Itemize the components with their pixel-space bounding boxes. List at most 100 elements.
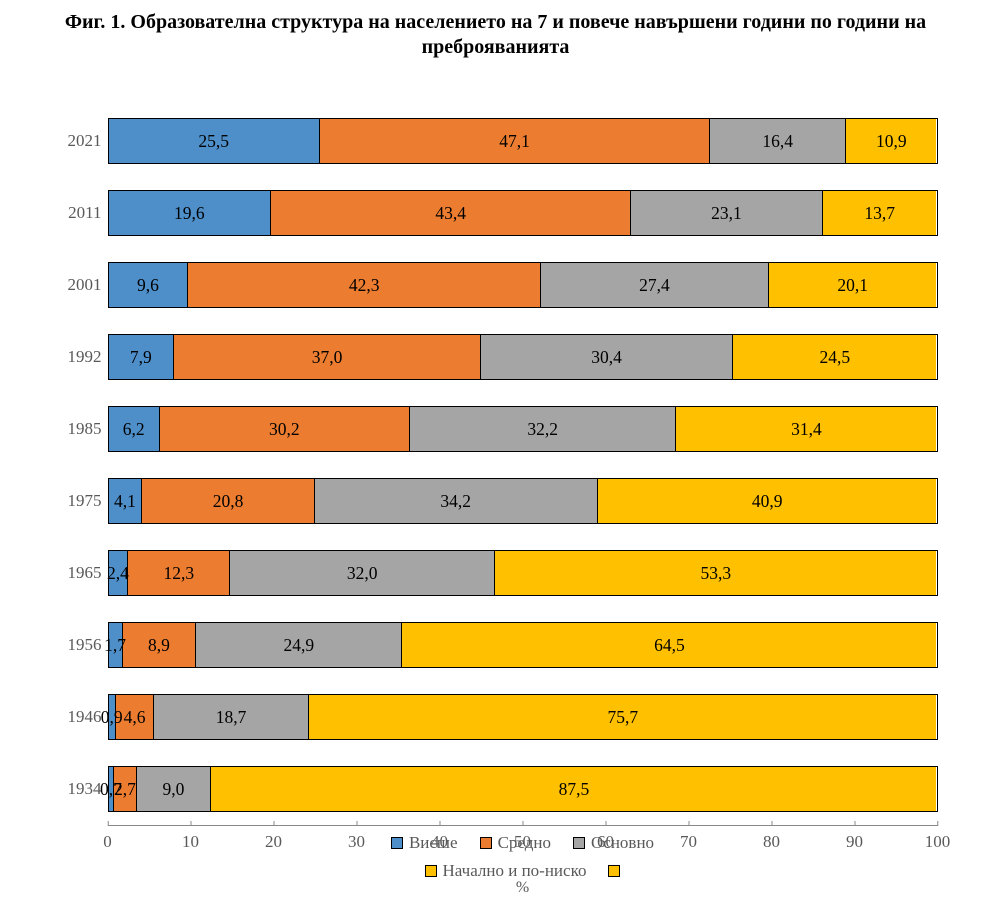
bar-segment-basic: 23,1 xyxy=(631,191,823,235)
bar-value-label: 8,9 xyxy=(148,635,170,656)
bar-segment-higher: 1,7 xyxy=(109,623,123,667)
stacked-bar: 19,6 43,4 23,1 13,7 xyxy=(108,190,938,236)
bar-value-label: 32,0 xyxy=(347,563,378,584)
bar-segment-second: 12,3 xyxy=(128,551,230,595)
bar-value-label: 24,5 xyxy=(820,347,851,368)
bar-value-label: 24,9 xyxy=(284,635,315,656)
bar-value-label: 31,4 xyxy=(791,419,822,440)
bar-row: 19927,937,030,424,5 xyxy=(108,321,938,393)
bar-value-label: 32,2 xyxy=(527,419,558,440)
bar-value-label: 19,6 xyxy=(174,203,205,224)
bar-segment-second: 8,9 xyxy=(123,623,197,667)
bar-segment-primary: 31,4 xyxy=(676,407,936,451)
bar-row: 20019,642,327,420,1 xyxy=(108,249,938,321)
bar-value-label: 10,9 xyxy=(876,131,907,152)
legend-label: Начално и по-ниско xyxy=(443,861,587,881)
stacked-bar: 9,6 42,3 27,4 20,1 xyxy=(108,262,938,308)
bar-segment-primary: 13,7 xyxy=(823,191,937,235)
bar-segment-higher: 0,9 xyxy=(109,695,116,739)
y-tick-label: 2021 xyxy=(52,131,102,151)
legend-swatch-icon xyxy=(608,865,620,877)
bar-segment-basic: 34,2 xyxy=(315,479,598,523)
bar-segment-higher: 4,1 xyxy=(109,479,143,523)
bar-segment-basic: 9,0 xyxy=(137,767,212,811)
y-tick-label: 1992 xyxy=(52,347,102,367)
bar-row: 19460,94,618,775,7 xyxy=(108,681,938,753)
bar-segment-second: 37,0 xyxy=(174,335,481,379)
bar-value-label: 9,6 xyxy=(137,275,159,296)
bar-value-label: 30,4 xyxy=(591,347,622,368)
bar-row: 19652,412,332,053,3 xyxy=(108,537,938,609)
x-axis-label: % xyxy=(108,879,938,897)
bar-segment-second: 43,4 xyxy=(271,191,631,235)
legend-label: Основно xyxy=(591,833,654,853)
bar-segment-basic: 24,9 xyxy=(196,623,402,667)
stacked-bar: 2,412,3 32,0 53,3 xyxy=(108,550,938,596)
stacked-bar: 0,72,79,087,5 xyxy=(108,766,938,812)
bar-value-label: 1,7 xyxy=(104,635,126,656)
bar-segment-primary: 10,9 xyxy=(846,119,936,163)
bar-segment-primary: 64,5 xyxy=(402,623,936,667)
legend: Висше Средно Основно Начално и по-ниско xyxy=(108,833,938,881)
bar-value-label: 27,4 xyxy=(639,275,670,296)
bar-segment-primary: 40,9 xyxy=(598,479,937,523)
bar-value-label: 2,7 xyxy=(114,779,136,800)
bar-value-label: 34,2 xyxy=(440,491,471,512)
stacked-bar-chart: 2021 25,5 47,1 16,4 10,9 2011 19,6 43,4 23,1 13,7… xyxy=(36,105,956,897)
bar-row: 202125,547,116,410,9 xyxy=(108,105,938,177)
bar-segment-second: 47,1 xyxy=(320,119,710,163)
bar-segment-basic: 18,7 xyxy=(154,695,309,739)
legend-item-primary: Начално и по-ниско xyxy=(425,861,587,881)
bar-segment-primary: 53,3 xyxy=(495,551,936,595)
bar-segment-second: 42,3 xyxy=(188,263,540,307)
bar-segment-primary: 24,5 xyxy=(733,335,936,379)
stacked-bar: 1,7 8,9 24,9 64,5 xyxy=(108,622,938,668)
legend-swatch-icon xyxy=(480,837,492,849)
legend-item-second: Средно xyxy=(480,833,551,853)
y-tick-label: 1965 xyxy=(52,563,102,583)
bar-value-label: 37,0 xyxy=(312,347,343,368)
bar-segment-primary: 20,1 xyxy=(769,263,936,307)
bar-segment-basic: 32,2 xyxy=(410,407,677,451)
bar-row: 19340,72,79,087,5 xyxy=(108,753,938,825)
bar-value-label: 40,9 xyxy=(752,491,783,512)
bar-value-label: 42,3 xyxy=(349,275,380,296)
bar-segment-second: 20,8 xyxy=(142,479,314,523)
y-tick-label: 2001 xyxy=(52,275,102,295)
legend-item-basic: Основно xyxy=(573,833,654,853)
bar-segment-higher: 25,5 xyxy=(109,119,320,163)
bar-value-label: 25,5 xyxy=(198,131,229,152)
bar-value-label: 87,5 xyxy=(559,779,590,800)
bar-value-label: 9,0 xyxy=(163,779,185,800)
bar-value-label: 53,3 xyxy=(701,563,732,584)
bar-value-label: 75,7 xyxy=(607,707,638,728)
bar-segment-primary: 75,7 xyxy=(309,695,936,739)
bar-value-label: 43,4 xyxy=(435,203,466,224)
bar-segment-primary: 87,5 xyxy=(211,767,936,811)
stacked-bar: 25,5 47,1 16,4 10,9 xyxy=(108,118,938,164)
bar-row: 201119,643,423,113,7 xyxy=(108,177,938,249)
bar-value-label: 16,4 xyxy=(762,131,793,152)
bar-row: 19754,120,834,240,9 xyxy=(108,465,938,537)
legend-swatch-icon xyxy=(425,865,437,877)
y-tick-label: 1985 xyxy=(52,419,102,439)
bar-segment-basic: 30,4 xyxy=(481,335,733,379)
bar-value-label: 20,8 xyxy=(213,491,244,512)
legend-item-higher: Висше xyxy=(391,833,458,853)
bar-value-label: 23,1 xyxy=(711,203,742,224)
bar-value-label: 18,7 xyxy=(216,707,247,728)
stacked-bar: 6,230,232,231,4 xyxy=(108,406,938,452)
bar-value-label: 7,9 xyxy=(130,347,152,368)
bar-segment-basic: 16,4 xyxy=(710,119,846,163)
bar-value-label: 2,4 xyxy=(107,563,129,584)
bar-value-label: 13,7 xyxy=(864,203,895,224)
chart-title: Фиг. 1. Образователна структура на насел… xyxy=(46,10,946,60)
y-tick-label: 1934 xyxy=(52,779,102,799)
bar-segment-higher: 9,6 xyxy=(109,263,189,307)
bar-segment-higher: 6,2 xyxy=(109,407,160,451)
bar-segment-higher: 19,6 xyxy=(109,191,272,235)
y-tick-label: 2011 xyxy=(52,203,102,223)
stacked-bar: 4,1 20,8 34,2 40,9 xyxy=(108,478,938,524)
bar-value-label: 4,1 xyxy=(114,491,136,512)
legend-label: Средно xyxy=(498,833,551,853)
